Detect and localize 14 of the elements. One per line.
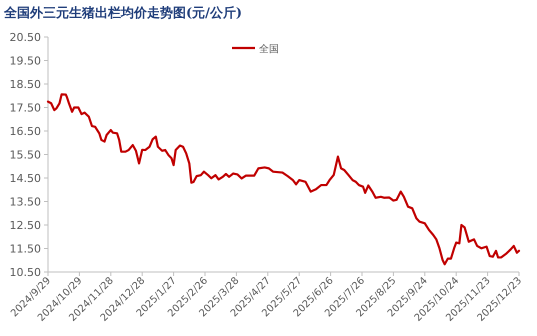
y-tick-label: 12.50 xyxy=(10,219,41,232)
y-tick-label: 19.50 xyxy=(10,54,41,68)
y-tick-label: 18.50 xyxy=(10,78,41,91)
y-tick-label: 13.50 xyxy=(10,196,41,208)
line-series xyxy=(46,93,520,266)
chart-title: 全国外三元生猪出栏均价走势图(元/公斤) xyxy=(3,5,242,21)
legend-label: 全国 xyxy=(259,43,279,55)
y-tick-label: 15.50 xyxy=(10,148,41,162)
y-tick-label: 20.50 xyxy=(10,31,41,44)
y-tick-label: 11.50 xyxy=(10,242,41,256)
y-tick-label: 14.50 xyxy=(10,172,41,185)
y-tick-label: 10.50 xyxy=(10,266,41,279)
y-tick-label: 16.50 xyxy=(10,125,41,138)
y-tick-label: 17.50 xyxy=(10,102,41,114)
